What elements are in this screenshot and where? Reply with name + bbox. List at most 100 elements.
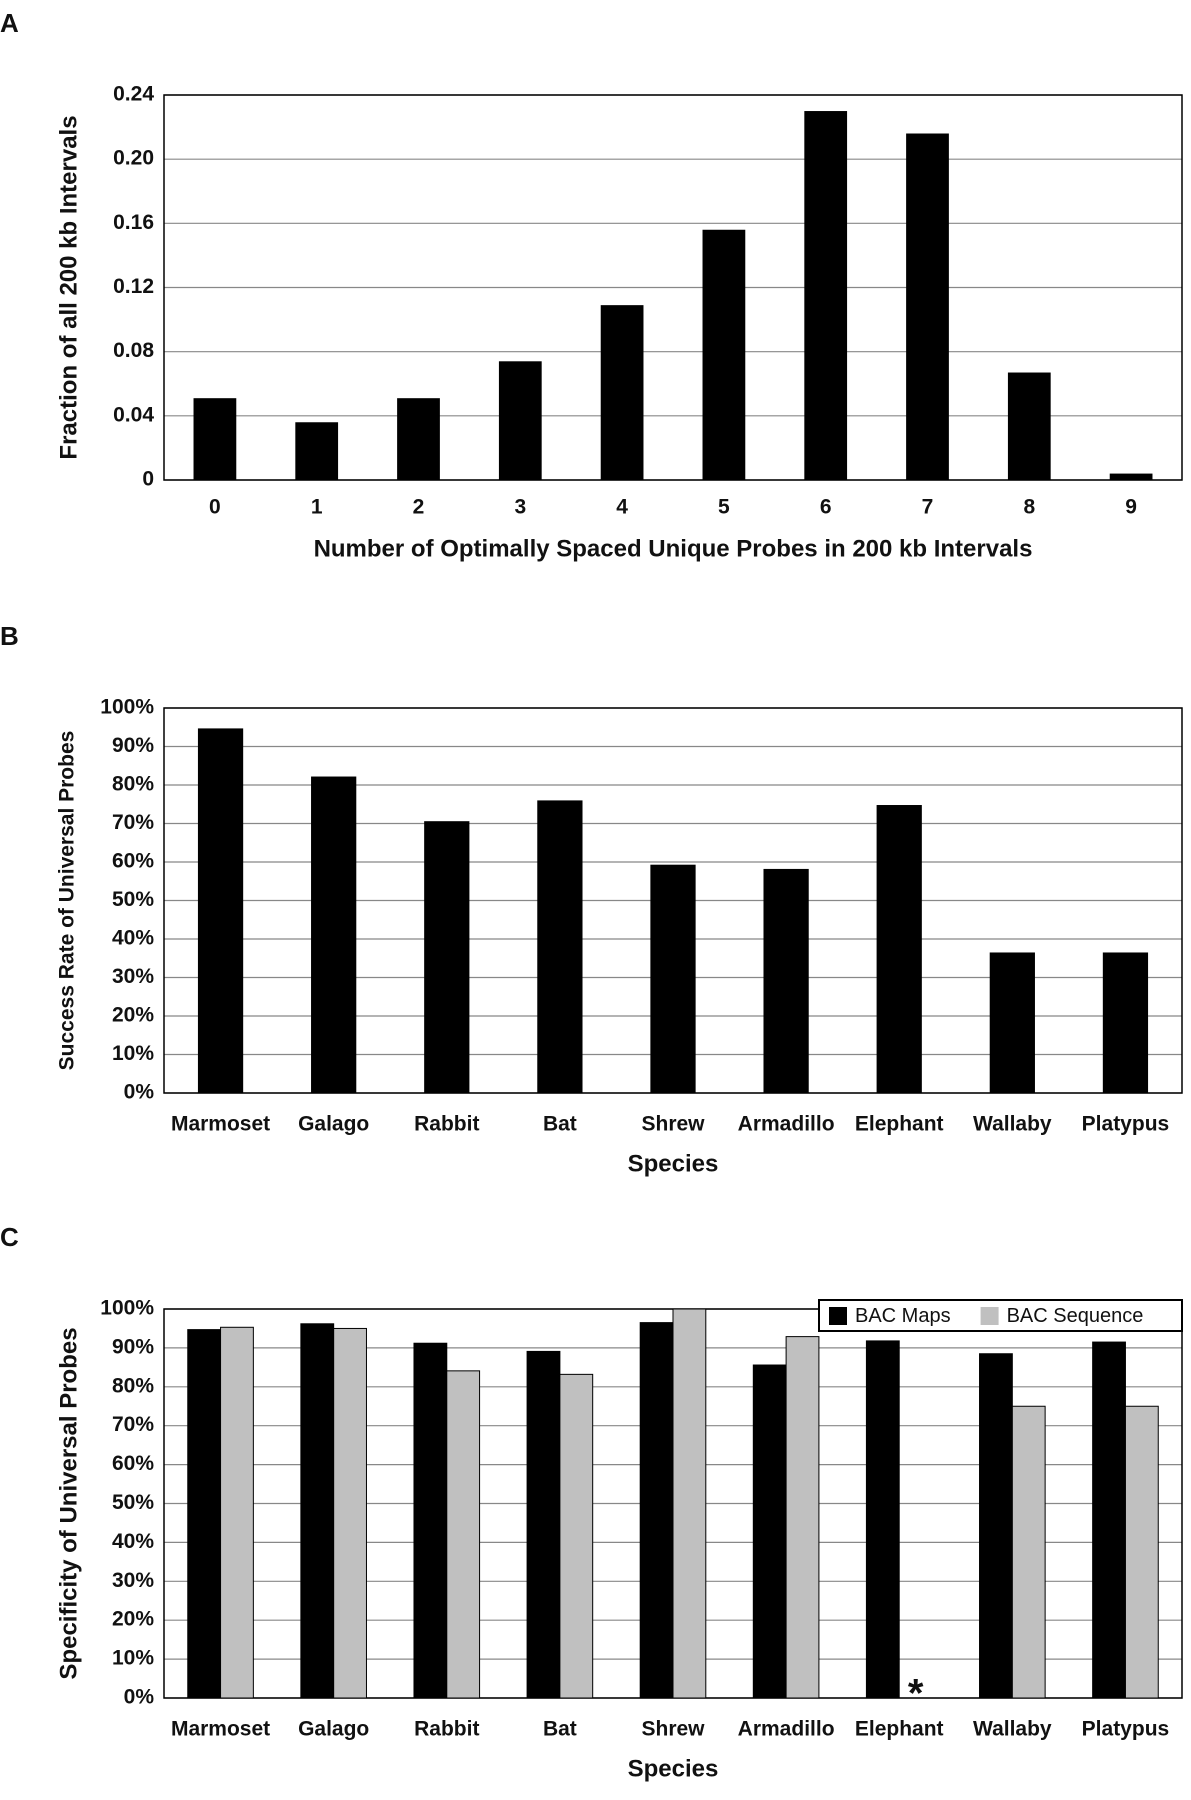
y-tick-label: 50% xyxy=(112,1491,154,1514)
x-tick-label: 3 xyxy=(514,496,526,519)
x-axis-label: Number of Optimally Spaced Unique Probes… xyxy=(314,535,1033,562)
y-tick-label: 100% xyxy=(100,696,154,719)
y-tick-label: 10% xyxy=(112,1042,154,1065)
y-tick-label: 100% xyxy=(100,1297,154,1320)
y-tick-label: 0% xyxy=(124,1081,155,1104)
x-tick-label: Platypus xyxy=(1082,1113,1170,1136)
bar xyxy=(424,821,470,1093)
legend-swatch xyxy=(980,1307,999,1325)
x-axis-label: Species xyxy=(628,1150,719,1177)
y-tick-label: 30% xyxy=(112,965,154,988)
x-tick-label: Armadillo xyxy=(738,1113,835,1136)
bar xyxy=(220,1326,254,1699)
bar xyxy=(804,111,848,481)
y-tick-label: 20% xyxy=(112,1004,154,1027)
panel-label: B xyxy=(0,621,19,651)
y-tick-label: 80% xyxy=(112,1374,154,1397)
bar xyxy=(639,1322,674,1699)
bar xyxy=(1124,1405,1159,1699)
y-tick-label: 0.16 xyxy=(113,211,154,234)
x-tick-label: Wallaby xyxy=(973,1113,1052,1136)
bar xyxy=(876,805,922,1093)
x-axis-label: Species xyxy=(628,1755,719,1782)
y-axis-label: Specificity of Universal Probes xyxy=(55,1327,82,1679)
x-tick-label: 5 xyxy=(718,496,730,519)
x-tick-label: Bat xyxy=(543,1718,577,1741)
legend-text: BAC Maps xyxy=(855,1305,951,1327)
bar xyxy=(498,361,542,480)
bar xyxy=(193,398,237,480)
x-tick-label: Bat xyxy=(543,1113,577,1136)
y-tick-label: 20% xyxy=(112,1608,154,1631)
y-tick-label: 60% xyxy=(112,850,154,873)
bar xyxy=(989,952,1035,1093)
bar xyxy=(1011,1405,1046,1699)
bar xyxy=(650,864,696,1093)
bar xyxy=(785,1336,820,1699)
y-tick-label: 10% xyxy=(112,1647,154,1670)
y-tick-label: 0.20 xyxy=(113,147,154,170)
bar xyxy=(1102,952,1149,1093)
x-tick-label: Armadillo xyxy=(738,1718,835,1741)
y-tick-label: 30% xyxy=(112,1569,154,1592)
x-tick-label: Elephant xyxy=(855,1718,944,1741)
y-tick-label: 70% xyxy=(112,1413,154,1436)
bar xyxy=(672,1308,707,1699)
y-tick-label: 0.12 xyxy=(113,275,154,298)
y-tick-label: 0 xyxy=(142,468,154,491)
x-tick-label: 0 xyxy=(209,496,221,519)
bar xyxy=(600,305,644,480)
bar xyxy=(537,800,583,1093)
x-tick-label: Marmoset xyxy=(171,1113,270,1136)
x-tick-label: 4 xyxy=(616,496,628,519)
y-tick-label: 0.08 xyxy=(113,339,154,362)
x-tick-label: 6 xyxy=(820,496,832,519)
y-tick-label: 90% xyxy=(112,734,154,757)
missing-marker: * xyxy=(908,1672,924,1716)
y-tick-label: 0% xyxy=(124,1686,155,1709)
y-tick-label: 0.24 xyxy=(113,83,154,106)
x-tick-label: Rabbit xyxy=(414,1113,479,1136)
bar xyxy=(397,398,440,480)
bar xyxy=(559,1373,594,1699)
x-tick-label: 7 xyxy=(922,496,934,519)
bar xyxy=(1092,1341,1126,1699)
bar xyxy=(752,1364,787,1699)
y-tick-label: 40% xyxy=(112,927,154,950)
x-tick-label: Elephant xyxy=(855,1113,944,1136)
panel-label: A xyxy=(0,8,19,38)
bar xyxy=(295,422,339,480)
y-tick-label: 60% xyxy=(112,1452,154,1475)
x-tick-label: Galago xyxy=(298,1113,369,1136)
y-tick-label: 40% xyxy=(112,1530,154,1553)
bar xyxy=(187,1329,222,1699)
x-tick-label: Wallaby xyxy=(973,1718,1052,1741)
y-tick-label: 90% xyxy=(112,1335,154,1358)
panel-label: C xyxy=(0,1222,19,1252)
y-tick-label: 0.04 xyxy=(113,403,154,426)
y-tick-label: 70% xyxy=(112,811,154,834)
legend-swatch xyxy=(829,1307,847,1325)
x-tick-label: Galago xyxy=(298,1718,369,1741)
bar xyxy=(702,229,746,480)
x-tick-label: 9 xyxy=(1125,496,1137,519)
y-tick-label: 80% xyxy=(112,773,154,796)
x-tick-label: Platypus xyxy=(1082,1718,1170,1741)
x-tick-label: Shrew xyxy=(641,1113,705,1136)
legend-text: BAC Sequence xyxy=(1007,1305,1144,1327)
bar xyxy=(413,1342,448,1699)
bar xyxy=(979,1353,1013,1699)
plot-frame xyxy=(163,94,1183,481)
x-tick-label: 2 xyxy=(413,496,425,519)
x-tick-label: Shrew xyxy=(641,1718,705,1741)
bar xyxy=(526,1350,561,1699)
bar xyxy=(865,1340,900,1699)
bar xyxy=(333,1327,367,1699)
bar xyxy=(300,1323,335,1699)
bar xyxy=(906,133,949,480)
bar xyxy=(1007,372,1051,480)
bar xyxy=(446,1370,481,1699)
x-tick-label: Rabbit xyxy=(414,1718,479,1741)
bar xyxy=(763,868,809,1093)
